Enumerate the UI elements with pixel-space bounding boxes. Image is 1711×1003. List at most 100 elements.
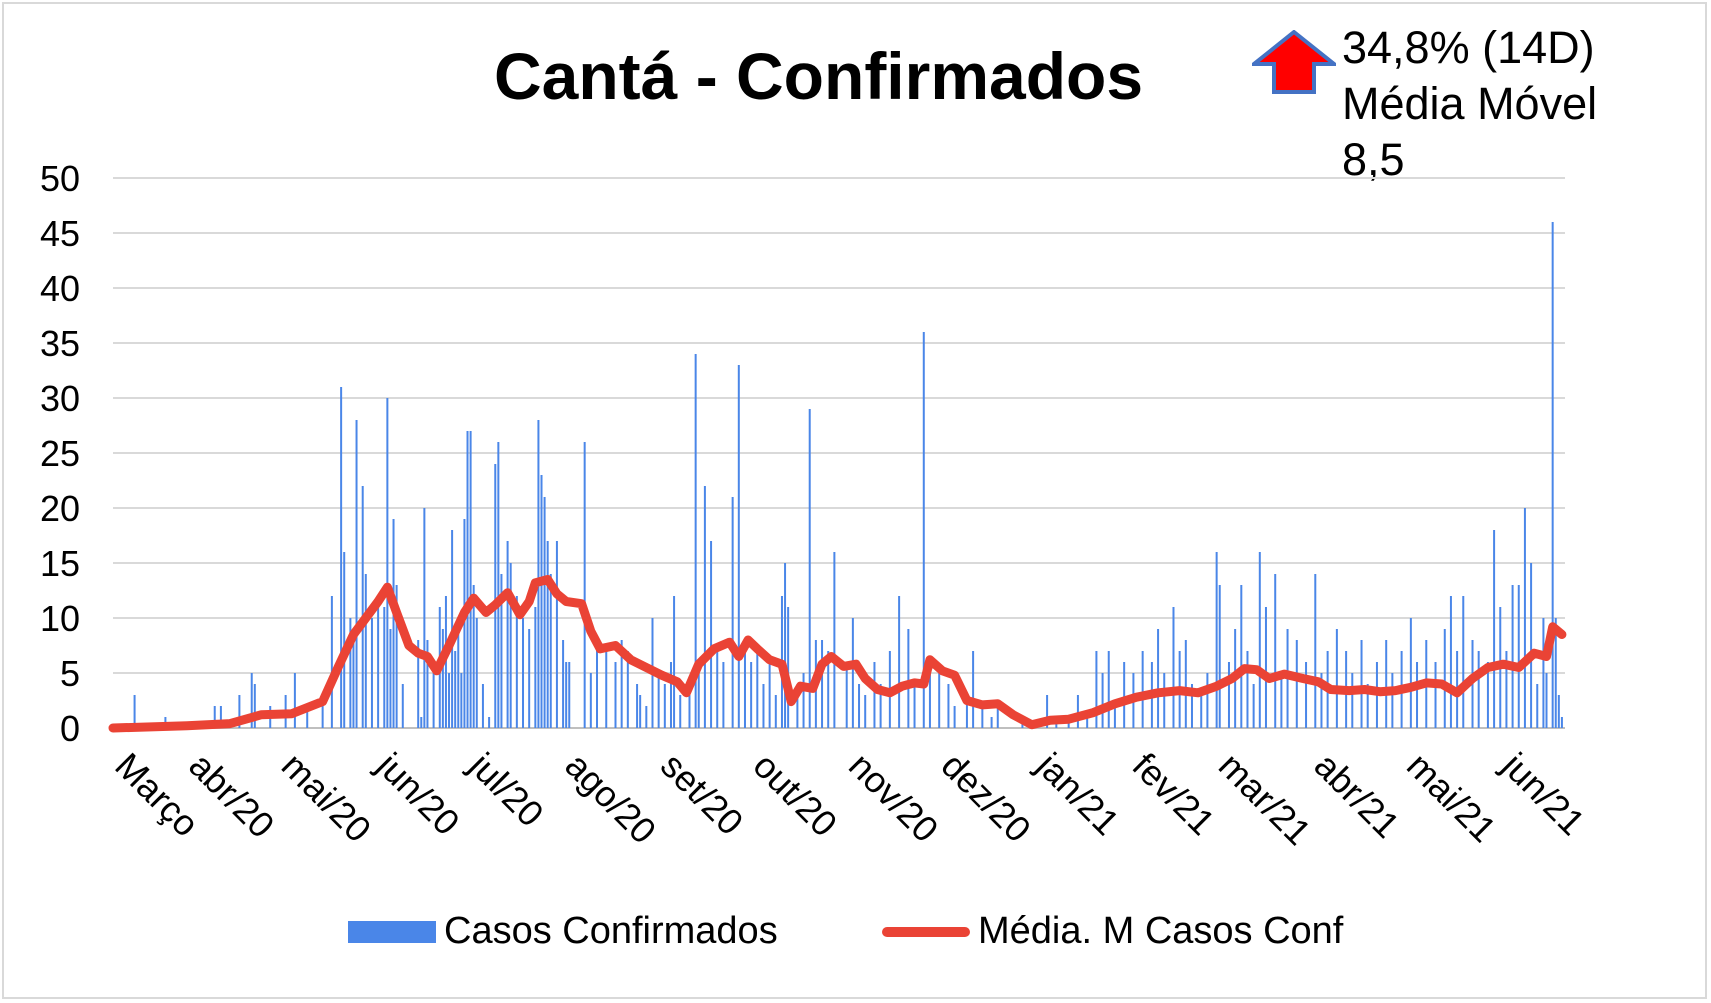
bar — [448, 673, 451, 728]
bar — [1486, 662, 1489, 728]
bar — [355, 420, 358, 728]
bar — [756, 651, 759, 728]
bar — [1545, 673, 1548, 728]
y-tick-label: 0 — [60, 708, 80, 749]
y-tick-label: 30 — [40, 378, 80, 419]
bar — [697, 673, 700, 728]
bar — [774, 695, 777, 728]
trend-annotation: 34,8% (14D) Média Móvel 8,5 — [1342, 20, 1597, 188]
bar — [386, 398, 389, 728]
bar — [534, 607, 537, 728]
bar — [1227, 662, 1230, 728]
bar — [364, 574, 367, 728]
bar — [238, 695, 241, 728]
x-tick-label: nov/20 — [841, 745, 946, 850]
bar — [1335, 629, 1338, 728]
bar — [947, 684, 950, 728]
bar — [349, 618, 352, 728]
bar — [657, 673, 660, 728]
bar — [555, 541, 558, 728]
x-tick-label: fev/21 — [1125, 745, 1223, 843]
bar — [1252, 684, 1255, 728]
bar — [454, 651, 457, 728]
bar — [1314, 574, 1317, 728]
bar — [522, 618, 525, 728]
bar — [620, 640, 623, 728]
bar — [922, 332, 925, 728]
bar — [1095, 651, 1098, 728]
bar — [1530, 563, 1533, 728]
bar — [509, 563, 512, 728]
y-tick-label: 40 — [40, 268, 80, 309]
x-tick-label: mai/20 — [274, 745, 379, 850]
bar — [1360, 640, 1363, 728]
bar — [605, 651, 608, 728]
bar — [1206, 673, 1209, 728]
bar — [768, 662, 771, 728]
bar — [340, 387, 343, 728]
bar — [750, 662, 753, 728]
bar — [1385, 640, 1388, 728]
bar — [543, 497, 546, 728]
bar — [494, 464, 497, 728]
bar — [565, 662, 568, 728]
legend-label-line: Média. M Casos Conf — [978, 910, 1344, 952]
bar — [703, 486, 706, 728]
bar — [737, 365, 740, 728]
bar — [694, 354, 697, 728]
bar — [1295, 640, 1298, 728]
x-tick-label: jun/21 — [1494, 744, 1593, 843]
bar — [1264, 607, 1267, 728]
bar — [1434, 662, 1437, 728]
bar — [1517, 585, 1520, 728]
bar — [1320, 673, 1323, 728]
bar — [827, 651, 830, 728]
x-tick-label: jan/21 — [1028, 744, 1127, 843]
bar — [1351, 673, 1354, 728]
bar — [1172, 607, 1175, 728]
bar — [858, 684, 861, 728]
y-tick-label: 25 — [40, 433, 80, 474]
bar — [796, 684, 799, 728]
chart-legend: Casos Confirmados Média. M Casos Conf — [0, 910, 1711, 960]
bar — [1477, 651, 1480, 728]
bar — [460, 673, 463, 728]
bar — [873, 662, 876, 728]
y-tick-label: 15 — [40, 543, 80, 584]
bar — [639, 695, 642, 728]
bar — [377, 596, 380, 728]
bar — [981, 706, 984, 728]
bar — [1218, 585, 1221, 728]
bar — [965, 695, 968, 728]
bar — [716, 651, 719, 728]
bar — [1101, 673, 1104, 728]
bar — [1551, 222, 1554, 728]
bar — [953, 706, 956, 728]
legend-swatch-line — [882, 926, 970, 937]
bar — [1305, 662, 1308, 728]
bar — [1274, 574, 1277, 728]
bar — [1536, 684, 1539, 728]
bar — [833, 552, 836, 728]
bar — [497, 442, 500, 728]
bar — [426, 640, 429, 728]
bar — [583, 442, 586, 728]
legend-swatch-bars — [348, 920, 436, 943]
chart-title: Cantá - Confirmados — [494, 39, 1144, 113]
bar — [938, 673, 941, 728]
bar — [673, 596, 676, 728]
y-tick-label: 35 — [40, 323, 80, 364]
bar — [1215, 552, 1218, 728]
bar — [250, 673, 253, 728]
bar — [133, 695, 136, 728]
bar — [1523, 508, 1526, 728]
bar — [423, 508, 426, 728]
bar — [500, 574, 503, 728]
trend-change: 34,8% (14D) — [1342, 22, 1595, 73]
bar — [1449, 596, 1452, 728]
bar — [472, 585, 475, 728]
y-tick-label: 20 — [40, 488, 80, 529]
bar — [420, 717, 423, 728]
bar — [990, 717, 993, 728]
